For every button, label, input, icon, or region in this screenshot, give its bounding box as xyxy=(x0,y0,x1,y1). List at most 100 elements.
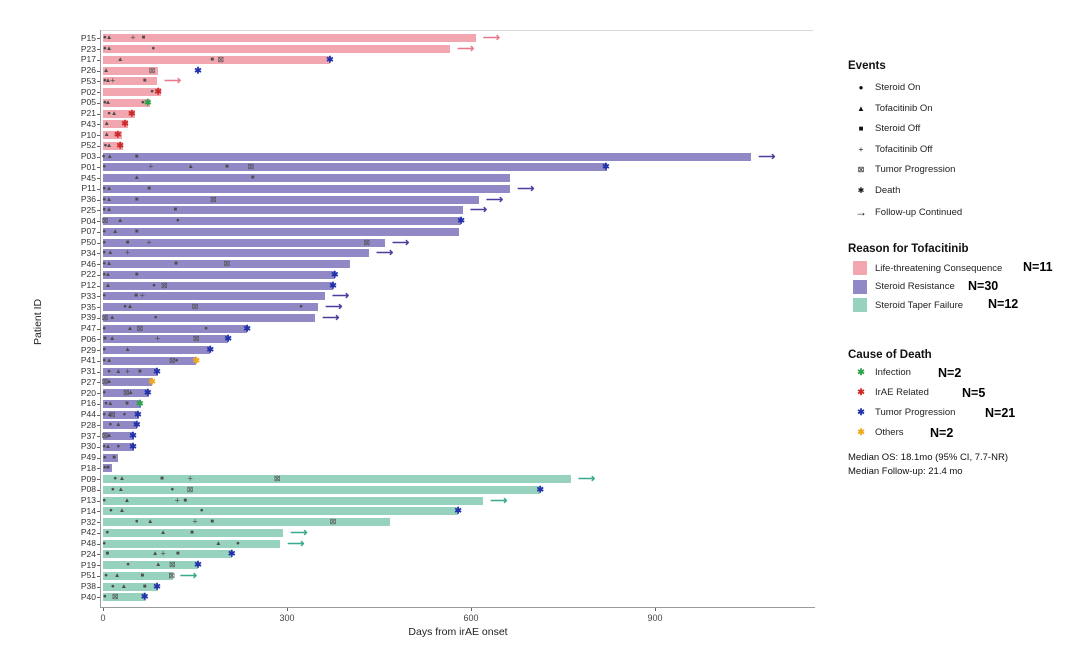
patient-bar-P18 xyxy=(103,464,112,473)
y-tick-P43 xyxy=(97,124,101,126)
event-tumor_prog-marker: ⊠ xyxy=(160,280,168,290)
event-steroid_on-marker: ● xyxy=(102,77,107,85)
patient-bar-P07 xyxy=(103,227,459,236)
y-axis-title: Patient ID xyxy=(32,298,44,345)
followup-arrow: ⟶ xyxy=(758,149,775,164)
y-tick-P46 xyxy=(97,264,101,266)
legend-steroid-on-icon: ● xyxy=(858,83,864,92)
event-steroid_off-marker: ■ xyxy=(105,551,110,558)
event-tofa_on-marker: ▲ xyxy=(104,98,112,106)
event-tofa_on-marker: ▲ xyxy=(105,259,113,267)
y-tick-label-P45: P45 xyxy=(80,172,96,183)
death-marker-tumor: ✱ xyxy=(194,65,202,76)
patient-bar-P11 xyxy=(103,184,511,193)
y-tick-label-P30: P30 xyxy=(80,441,96,452)
x-axis-title: Days from irAE onset xyxy=(408,626,508,638)
y-tick-P18 xyxy=(97,468,101,470)
event-steroid_on-marker: ● xyxy=(153,313,158,321)
event-tofa_on-marker: ▲ xyxy=(105,34,113,42)
y-tick-label-P53: P53 xyxy=(80,75,96,86)
y-tick-label-P02: P02 xyxy=(80,86,96,97)
y-tick-label-P34: P34 xyxy=(80,247,96,258)
death-n-count: N=21 xyxy=(985,406,1016,420)
death-marker-tumor: ✱ xyxy=(132,419,141,430)
event-tofa_on-marker: ▲ xyxy=(118,507,126,515)
event-steroid_on-marker: ● xyxy=(102,292,107,300)
event-tofa_off-marker: + xyxy=(124,247,131,258)
event-steroid_on-marker: ● xyxy=(102,324,107,332)
y-tick-label-P49: P49 xyxy=(80,452,96,463)
patient-bar-P41 xyxy=(103,356,197,365)
legend-event-label: Death xyxy=(875,184,901,196)
event-steroid_off-marker: ■ xyxy=(134,271,139,278)
event-steroid_on-marker: ● xyxy=(151,44,156,52)
event-tofa_on-marker: ▲ xyxy=(187,163,194,171)
reason-n-count: N=11 xyxy=(1023,260,1053,274)
y-tick-P45 xyxy=(97,178,101,180)
y-tick-label-P50: P50 xyxy=(80,237,96,248)
patient-bar-P22 xyxy=(103,270,335,279)
patient-bar-P31 xyxy=(103,367,159,376)
patient-bar-P39 xyxy=(103,313,316,322)
event-tofa_on-marker: ▲ xyxy=(103,130,110,138)
death-marker-tumor: ✱ xyxy=(129,430,137,441)
death-marker-tumor: ✱ xyxy=(194,559,202,570)
event-steroid_off-marker: ■ xyxy=(125,400,129,407)
legend-tumor-progression-icon: ⊠ xyxy=(857,165,865,174)
patient-bar-P03 xyxy=(103,152,752,161)
death-marker-others: ✱ xyxy=(192,355,200,366)
event-steroid_on-marker: ● xyxy=(102,356,107,364)
patient-bar-P34 xyxy=(103,249,370,258)
death-marker-irae: ✱ xyxy=(121,118,129,129)
legend-reason-item: Steroid Resistance xyxy=(853,279,955,294)
event-steroid_on-marker: ● xyxy=(102,593,107,601)
y-tick-label-P33: P33 xyxy=(80,290,96,301)
patient-bar-P44 xyxy=(103,410,139,419)
death-marker-tumor: ✱ xyxy=(224,333,232,344)
legend-event-item: ✱ Death xyxy=(853,184,901,196)
event-tofa_on-marker: ▲ xyxy=(105,356,113,364)
event-steroid_on-marker: ● xyxy=(110,582,115,590)
event-steroid_on-marker: ● xyxy=(102,442,107,450)
event-tumor_prog-marker: ⊠ xyxy=(223,259,231,269)
legend-death-item: ✱ Others xyxy=(853,427,903,438)
patient-bar-P13 xyxy=(103,496,484,505)
patient-bar-P35 xyxy=(103,303,319,312)
legend-tofacitinib-on-icon: ▲ xyxy=(857,103,865,113)
y-tick-P03 xyxy=(97,156,101,158)
event-tofa_off-marker: + xyxy=(146,237,152,248)
y-tick-label-P09: P09 xyxy=(80,473,96,484)
legend-reason-label: Life-threatening Consequence xyxy=(875,262,1003,274)
event-tofa_on-marker: ▲ xyxy=(115,421,122,429)
patient-bar-P04 xyxy=(103,217,462,226)
event-tofa_on-marker: ▲ xyxy=(116,55,124,63)
event-tofa_on-marker: ▲ xyxy=(108,335,116,343)
followup-arrow: ⟶ xyxy=(332,288,349,303)
event-tumor_prog-marker: ⊠ xyxy=(186,484,194,494)
event-tofa_on-marker: ▲ xyxy=(115,367,122,375)
y-tick-P47 xyxy=(97,328,101,330)
y-tick-label-P52: P52 xyxy=(80,140,96,151)
event-tumor_prog-marker: ⊠ xyxy=(136,323,144,333)
event-tofa_on-marker: ▲ xyxy=(110,109,118,117)
patient-bar-P51 xyxy=(103,571,173,580)
event-steroid_off-marker: ■ xyxy=(141,35,146,42)
event-tofa_on-marker: ▲ xyxy=(105,184,113,192)
patient-bar-P17 xyxy=(103,55,330,64)
patient-bar-P16 xyxy=(103,399,142,408)
y-tick-label-P24: P24 xyxy=(80,548,96,559)
legend-reason-title: Reason for Tofacitinib xyxy=(848,243,969,255)
event-tofa_on-marker: ▲ xyxy=(154,560,162,568)
event-tofa_on-marker: ▲ xyxy=(123,496,131,504)
event-tofa_on-marker: ▲ xyxy=(104,77,112,85)
x-tick-label-600: 600 xyxy=(463,613,479,623)
x-tick-label-0: 0 xyxy=(100,613,106,623)
event-tumor_prog-marker: ⊠ xyxy=(148,65,156,75)
y-tick-label-P40: P40 xyxy=(80,591,96,602)
event-steroid_on-marker: ● xyxy=(102,195,107,203)
death-marker-tumor: ✱ xyxy=(602,161,610,172)
patient-bar-P21 xyxy=(103,109,135,118)
death-marker-others: ✱ xyxy=(148,376,156,387)
event-steroid_off-marker: ■ xyxy=(106,465,110,472)
y-tick-P42 xyxy=(97,532,101,534)
